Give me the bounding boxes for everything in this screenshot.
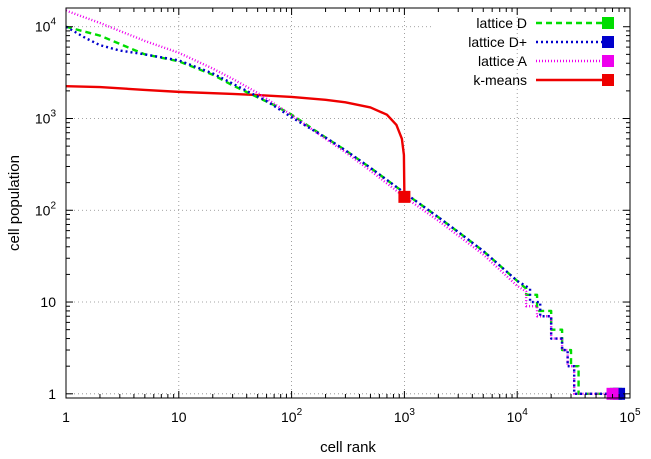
legend-marker [602, 36, 614, 48]
legend-label: lattice D+ [468, 34, 527, 50]
x-tick-label-exp: 2 [297, 407, 303, 418]
legend-marker [602, 55, 614, 67]
y-tick-label-base: 10 [35, 110, 51, 126]
x-tick-label: 10 [171, 409, 187, 425]
plot-frame [65, 7, 631, 399]
y-tick-label-exp: 4 [50, 17, 56, 28]
x-tick-label: 1 [62, 409, 70, 425]
ticks [65, 8, 631, 398]
y-tick-label: 10 [40, 294, 56, 310]
x-tick-label-base: 10 [507, 409, 523, 425]
x-axis-title: cell rank [320, 439, 376, 456]
x-tick-label-exp: 3 [409, 407, 415, 418]
series-line-2 [65, 9, 613, 395]
y-tick-label-exp: 3 [50, 108, 56, 119]
x-tick-label-exp: 5 [635, 407, 641, 418]
series-endpoint-marker-2 [606, 387, 619, 400]
x-tick-label-exp: 4 [522, 407, 528, 418]
series-line-3 [65, 84, 406, 197]
series-endpoint-marker-3 [398, 190, 411, 203]
x-tick-label: 105 [619, 407, 641, 425]
x-tick-label-base: 10 [619, 409, 635, 425]
y-tick-label-base: 1 [48, 386, 56, 402]
legend-label: k-means [473, 72, 527, 88]
x-tick-label-base: 1 [62, 409, 70, 425]
y-tick-label: 103 [35, 108, 57, 126]
x-tick-label: 104 [507, 407, 529, 425]
legend: lattice D lattice D+ lattice A k-means [468, 15, 614, 88]
series-layer [65, 9, 620, 395]
x-tick-label-base: 10 [171, 409, 187, 425]
legend-label: lattice A [478, 53, 528, 69]
y-tick-label-exp: 2 [50, 200, 56, 211]
x-tick-label: 103 [394, 407, 416, 425]
series-line-0 [65, 25, 616, 395]
legend-label: lattice D [476, 15, 527, 31]
x-tick-label-base: 10 [281, 409, 297, 425]
x-tick-label-base: 10 [394, 409, 410, 425]
marker-layer [398, 190, 626, 400]
legend-marker [602, 74, 614, 86]
y-tick-label: 102 [35, 200, 57, 218]
x-tick-label: 102 [281, 407, 303, 425]
legend-marker [602, 17, 614, 29]
y-tick-label: 1 [48, 386, 56, 402]
y-tick-label-base: 10 [40, 294, 56, 310]
grid [66, 8, 630, 398]
y-tick-label-base: 10 [35, 202, 51, 218]
y-axis-title: cell population [6, 155, 23, 251]
y-tick-label-base: 10 [35, 19, 51, 35]
y-tick-label: 104 [35, 17, 57, 35]
